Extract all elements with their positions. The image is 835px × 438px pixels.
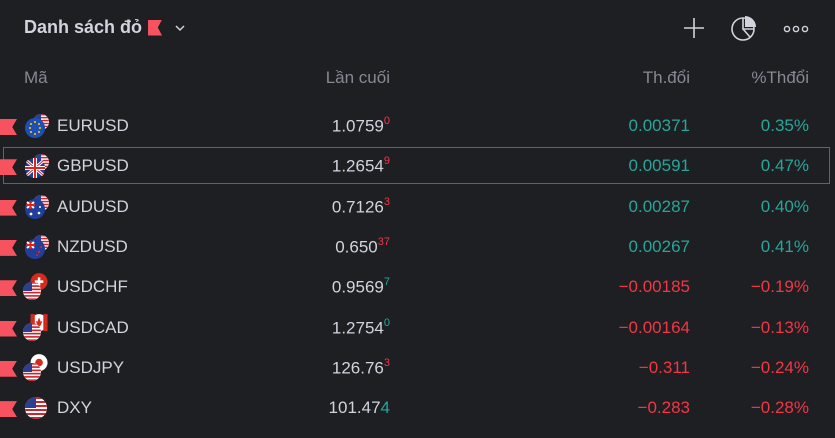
watchlist-header: Danh sách đỏ bbox=[0, 0, 835, 56]
last-price-fraction: 0 bbox=[383, 316, 390, 329]
red-flag-icon[interactable] bbox=[0, 159, 17, 176]
last-price: 1.26549 bbox=[331, 155, 390, 176]
change-value: 0.00287 bbox=[628, 196, 690, 216]
change-percent: 0.35% bbox=[760, 116, 809, 135]
last-price: 0.71263 bbox=[331, 195, 390, 217]
symbol-name: AUDUSD bbox=[57, 196, 129, 216]
watchlist-row[interactable]: NZDUSD 0.65037 0.00267 0.41% bbox=[0, 227, 835, 267]
change-percent: −0.13% bbox=[750, 317, 809, 337]
last-price: 0.65037 bbox=[335, 235, 390, 257]
column-header-symbol[interactable]: Mã bbox=[24, 68, 48, 87]
red-flag-icon[interactable] bbox=[0, 401, 17, 418]
change-value: −0.00185 bbox=[618, 277, 690, 297]
change-percent: 0.40% bbox=[760, 196, 809, 216]
change-percent: −0.19% bbox=[750, 277, 809, 297]
symbol-name: GBPUSD bbox=[57, 156, 129, 176]
last-price: 126.763 bbox=[331, 356, 390, 378]
change-value: −0.00164 bbox=[618, 317, 690, 337]
last-price-fraction: 0 bbox=[383, 115, 390, 127]
usd-chf-flag-icon bbox=[22, 273, 50, 301]
symbol-name: NZDUSD bbox=[57, 236, 128, 256]
change-value: 0.00371 bbox=[628, 116, 690, 135]
watchlist-row[interactable]: DXY 101.474 −0.283 −0.28% bbox=[0, 388, 835, 428]
eur-usd-flag-icon bbox=[22, 112, 50, 140]
watchlist-row[interactable]: USDCAD 1.27540 −0.00164 −0.13% bbox=[0, 308, 835, 348]
symbol-name: USDCHF bbox=[57, 277, 128, 297]
change-percent: 0.47% bbox=[760, 156, 809, 176]
change-value: −0.311 bbox=[638, 357, 690, 377]
last-price: 0.95697 bbox=[331, 276, 390, 297]
gbp-usd-flag-icon bbox=[22, 152, 50, 180]
watchlist-row[interactable]: EURUSD 1.07590 0.00371 0.35% bbox=[0, 106, 835, 146]
last-price: 101.474 bbox=[328, 398, 390, 418]
last-price-fraction: 4 bbox=[380, 398, 390, 418]
last-price: 1.07590 bbox=[331, 115, 390, 136]
symbol-name: USDCAD bbox=[57, 317, 129, 337]
last-price-fraction: 37 bbox=[377, 235, 390, 248]
more-options-button[interactable] bbox=[782, 14, 812, 42]
red-flag-icon[interactable] bbox=[0, 119, 17, 135]
usd-flag-icon bbox=[22, 394, 50, 422]
red-flag-icon[interactable] bbox=[0, 320, 17, 337]
column-header-change-pct[interactable]: %Thđổi bbox=[751, 68, 809, 87]
watchlist-title-dropdown[interactable]: Danh sách đỏ bbox=[24, 17, 186, 38]
watchlist-row[interactable]: AUDUSD 0.71263 0.00287 0.40% bbox=[0, 187, 835, 227]
red-flag-icon bbox=[148, 19, 163, 36]
symbol-name: DXY bbox=[57, 398, 92, 418]
symbol-name: USDJPY bbox=[57, 357, 125, 377]
last-price-fraction: 3 bbox=[383, 356, 390, 369]
last-price: 1.27540 bbox=[331, 316, 390, 338]
advanced-view-button[interactable] bbox=[729, 14, 756, 42]
red-flag-icon[interactable] bbox=[0, 360, 17, 377]
change-value: −0.283 bbox=[637, 398, 690, 418]
watchlist-title: Danh sách đỏ bbox=[24, 17, 143, 37]
aud-usd-flag-icon bbox=[22, 193, 50, 221]
plus-icon bbox=[684, 18, 704, 38]
usd-cad-flag-icon bbox=[22, 313, 50, 342]
watchlist-row[interactable]: USDCHF 0.95697 −0.00185 −0.19% bbox=[0, 267, 835, 307]
column-header-change[interactable]: Th.đổi bbox=[642, 68, 690, 87]
red-flag-icon[interactable] bbox=[0, 280, 17, 297]
symbol-name: EURUSD bbox=[57, 116, 129, 135]
more-horizontal-icon bbox=[783, 25, 809, 33]
nzd-usd-flag-icon bbox=[22, 233, 50, 261]
column-header-last[interactable]: Lần cuối bbox=[325, 68, 390, 87]
watchlist-row[interactable]: USDJPY 126.763 −0.311 −0.24% bbox=[0, 348, 835, 388]
change-value: 0.00591 bbox=[628, 156, 690, 176]
chevron-down-icon bbox=[175, 24, 185, 31]
red-flag-icon[interactable] bbox=[0, 199, 17, 216]
change-percent: −0.24% bbox=[750, 357, 809, 377]
pie-chart-icon bbox=[731, 16, 756, 41]
change-percent: −0.28% bbox=[750, 398, 809, 418]
last-price-fraction: 9 bbox=[383, 155, 390, 168]
watchlist-row[interactable]: GBPUSD 1.26549 0.00591 0.47% bbox=[0, 146, 835, 186]
last-price-fraction: 7 bbox=[383, 276, 390, 289]
usd-jpy-flag-icon bbox=[22, 353, 50, 382]
change-percent: 0.41% bbox=[760, 236, 809, 256]
add-symbol-button[interactable] bbox=[681, 14, 707, 42]
red-flag-icon[interactable] bbox=[0, 239, 17, 256]
change-value: 0.00267 bbox=[628, 236, 690, 256]
last-price-fraction: 3 bbox=[383, 195, 390, 208]
